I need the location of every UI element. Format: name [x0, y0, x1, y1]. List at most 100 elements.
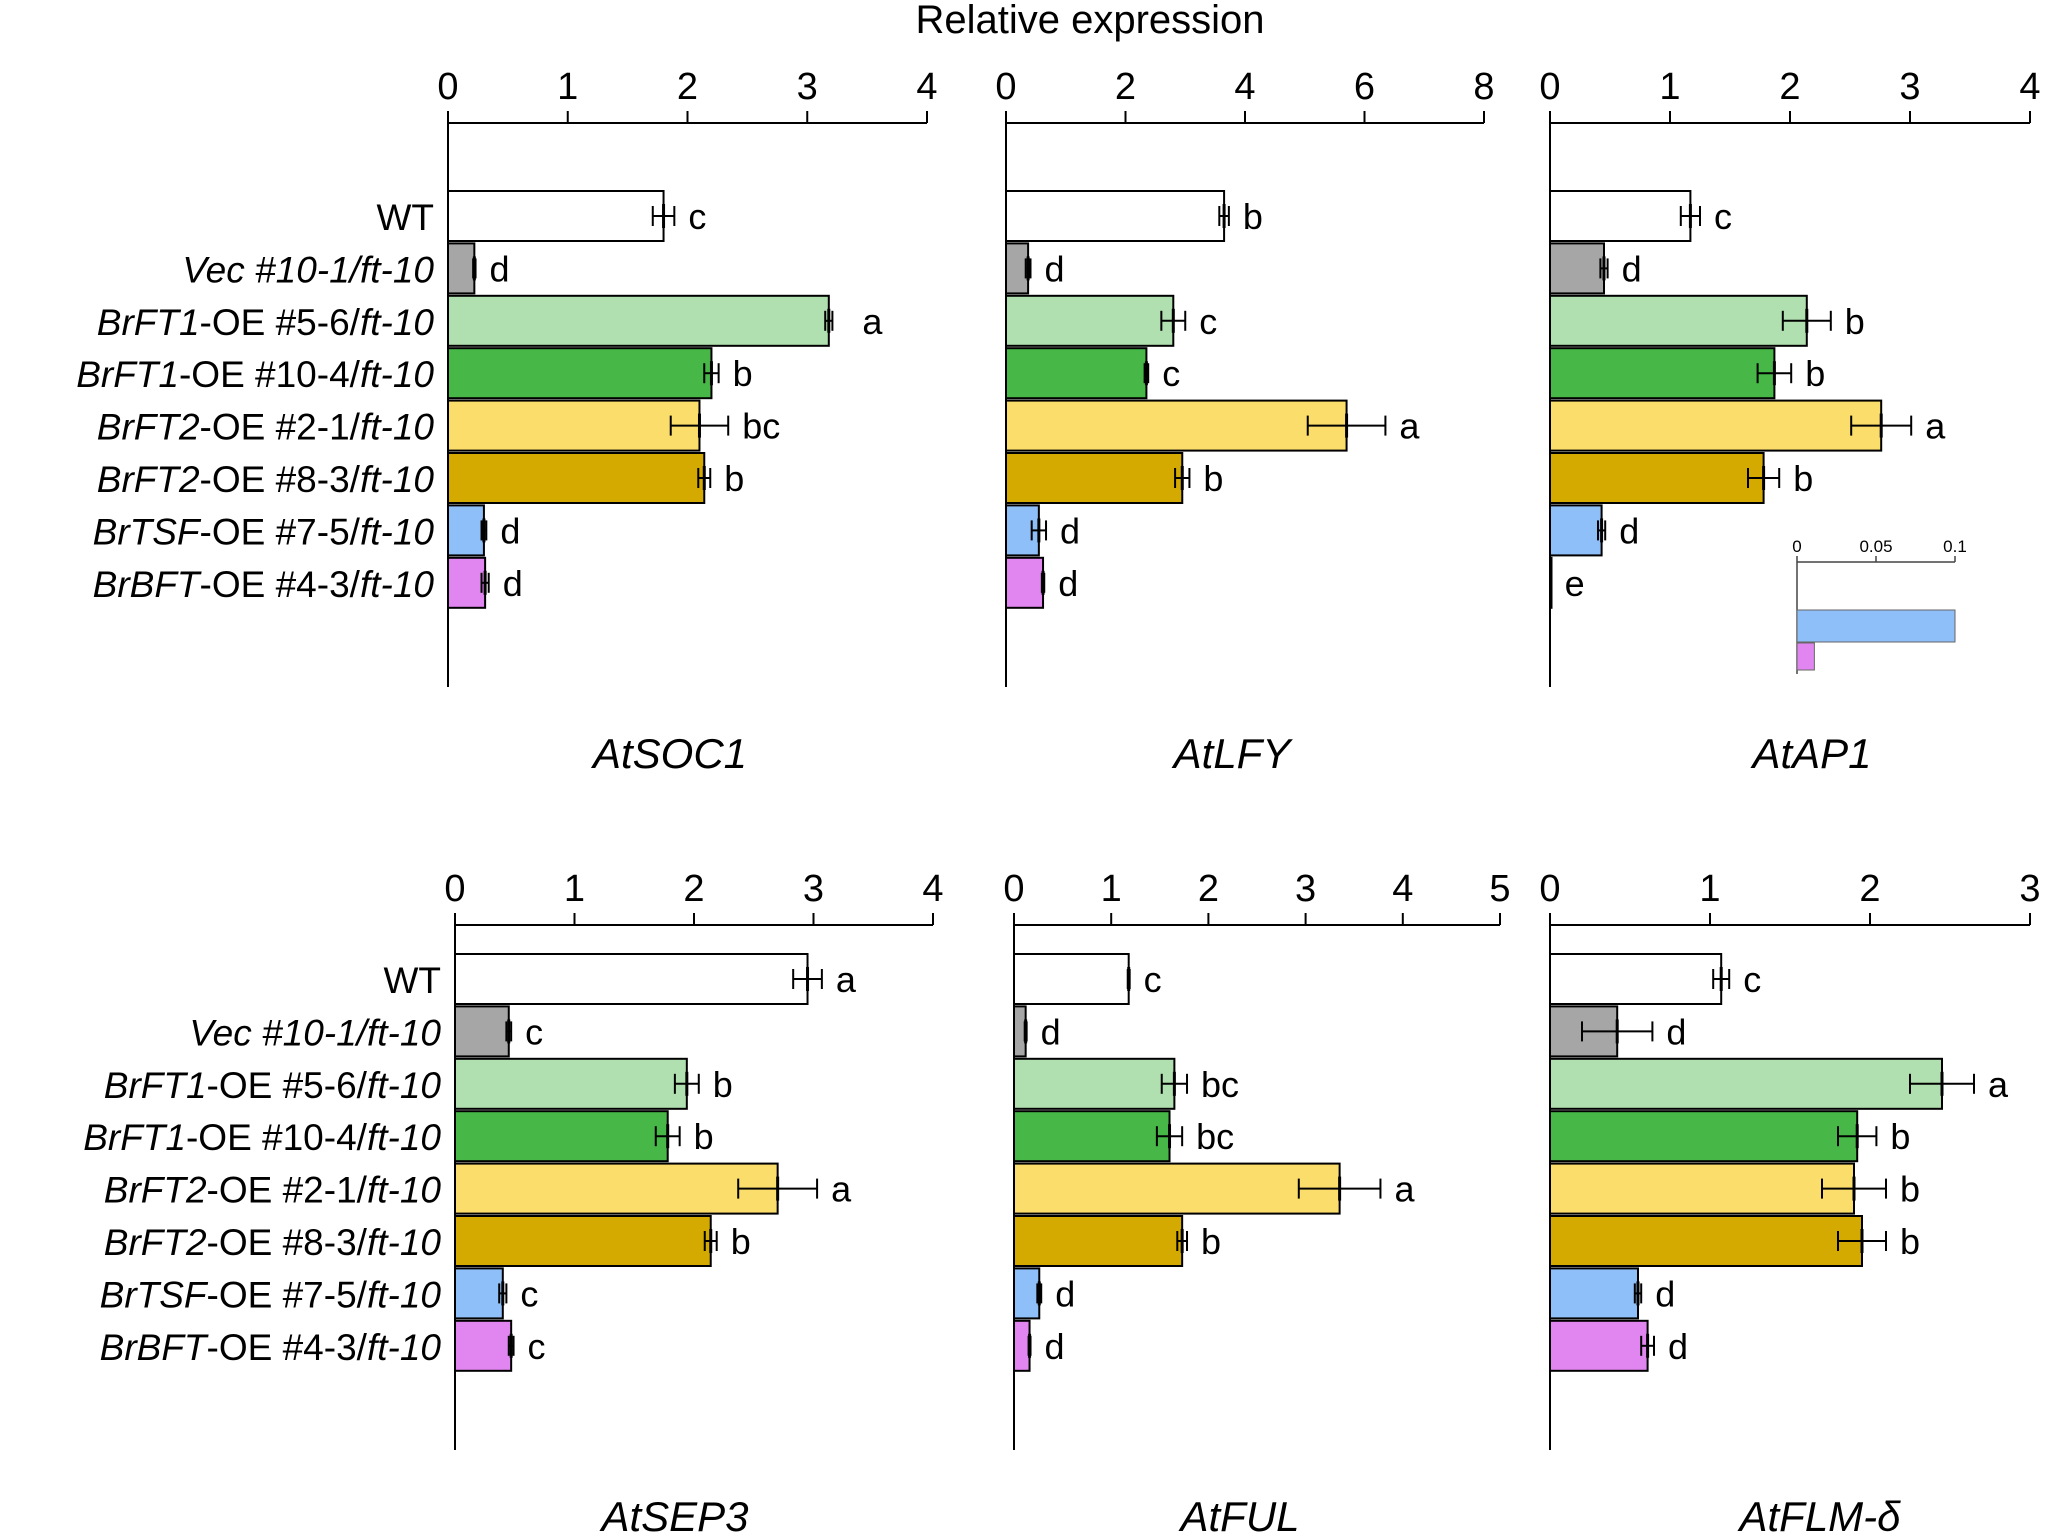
x-tick-label: 3 — [797, 66, 818, 108]
significance-letter: a — [1925, 406, 1946, 447]
significance-letter: d — [1666, 1011, 1686, 1052]
x-tick-label: 1 — [564, 868, 585, 910]
x-tick-label: 1 — [1699, 868, 1720, 910]
x-tick-label: 0 — [1539, 66, 1560, 108]
significance-letter: c — [688, 196, 706, 237]
x-tick-label: 4 — [1234, 66, 1255, 108]
bar — [1005, 294, 1175, 347]
significance-letter: d — [1044, 248, 1064, 289]
category-label: BrFT1-OE #10-4/ft-10 — [76, 354, 434, 395]
bar — [454, 953, 809, 1005]
bar — [1549, 399, 1883, 452]
bar — [1005, 347, 1148, 400]
x-tick-label: 0 — [995, 66, 1016, 108]
bar — [1005, 452, 1184, 504]
bar — [1549, 1215, 1863, 1267]
bar — [1013, 1162, 1341, 1215]
x-tick-label: 0 — [437, 66, 458, 108]
category-label: BrTSF-OE #7-5/ft-10 — [93, 511, 435, 552]
significance-letter: b — [731, 1221, 751, 1262]
bar — [1013, 1110, 1171, 1163]
significance-letter: d — [1619, 510, 1639, 551]
bar — [447, 190, 665, 242]
significance-letter: d — [1055, 1273, 1075, 1314]
category-label: BrFT2-OE #2-1/ft-10 — [104, 1170, 442, 1211]
significance-letter: e — [1565, 563, 1585, 604]
bar — [454, 1057, 688, 1110]
bar — [1549, 504, 1603, 557]
x-tick-label: 2 — [1115, 66, 1136, 108]
bar — [1013, 1267, 1041, 1320]
category-label: Vec #10-1/ft-10 — [182, 249, 434, 290]
significance-letter: a — [1988, 1064, 2009, 1105]
inset-tick-label: 0 — [1792, 537, 1801, 556]
significance-letter: a — [836, 959, 857, 1000]
x-tick-label: 2 — [1859, 868, 1880, 910]
bar — [1005, 399, 1348, 452]
significance-letter: c — [1743, 959, 1761, 1000]
x-tick-label: 2 — [1198, 868, 1219, 910]
panel-title: AtFUL — [1177, 1493, 1299, 1536]
category-label: BrBFT-OE #4-3/ft-10 — [93, 564, 435, 605]
significance-letter: b — [724, 458, 744, 499]
significance-letter: d — [1058, 563, 1078, 604]
x-tick-label: 4 — [922, 868, 943, 910]
bar — [1013, 953, 1130, 1005]
significance-letter: bc — [1196, 1116, 1234, 1157]
significance-letter: bc — [742, 406, 780, 447]
significance-letter: b — [1793, 458, 1813, 499]
bar — [1549, 294, 1808, 347]
bar — [1549, 953, 1723, 1005]
significance-letter: d — [1041, 1011, 1061, 1052]
bar — [454, 1162, 779, 1215]
significance-letter: c — [528, 1326, 546, 1367]
bar — [447, 242, 476, 295]
bar — [447, 452, 706, 504]
panel-title: AtSOC1 — [590, 730, 747, 777]
bar — [1549, 242, 1605, 295]
x-tick-label: 0 — [444, 868, 465, 910]
bar — [1005, 556, 1045, 609]
category-label: WT — [376, 197, 434, 238]
x-tick-label: 6 — [1354, 66, 1375, 108]
significance-letter: c — [520, 1273, 538, 1314]
significance-letter: d — [1045, 1326, 1065, 1367]
significance-letter: b — [1203, 458, 1223, 499]
bar — [1549, 190, 1692, 242]
bar — [454, 1005, 510, 1058]
x-tick-label: 2 — [677, 66, 698, 108]
x-tick-label: 3 — [803, 868, 824, 910]
x-tick-label: 0 — [1003, 868, 1024, 910]
x-tick-label: 1 — [557, 66, 578, 108]
inset-tick-label: 0.05 — [1859, 537, 1892, 556]
category-label: Vec #10-1/ft-10 — [189, 1012, 441, 1053]
significance-letter: a — [1399, 406, 1420, 447]
inset-chart: 0 0.05 0.1 — [1792, 537, 1967, 674]
significance-letter: b — [1900, 1221, 1920, 1262]
x-tick-label: 1 — [1101, 868, 1122, 910]
category-label: BrFT1-OE #5-6/ft-10 — [104, 1065, 442, 1106]
significance-letter: a — [1394, 1169, 1415, 1210]
significance-letter: c — [1199, 301, 1217, 342]
significance-letter: b — [713, 1064, 733, 1105]
category-label: BrFT1-OE #10-4/ft-10 — [83, 1117, 441, 1158]
significance-letter: d — [1668, 1326, 1688, 1367]
x-tick-label: 0 — [1539, 868, 1560, 910]
x-tick-label: 1 — [1659, 66, 1680, 108]
category-label: BrFT2-OE #8-3/ft-10 — [104, 1222, 442, 1263]
inset-bar — [1796, 642, 1815, 671]
bar — [454, 1215, 712, 1267]
inset-tick-label: 0.1 — [1943, 537, 1967, 556]
x-tick-label: 5 — [1489, 868, 1510, 910]
bar — [447, 294, 830, 347]
category-label: WT — [383, 960, 441, 1001]
x-tick-label: 2 — [683, 868, 704, 910]
x-tick-label: 8 — [1473, 66, 1494, 108]
bar — [1013, 1057, 1176, 1110]
x-tick-label: 4 — [916, 66, 937, 108]
panel-title: AtLFY — [1171, 730, 1294, 777]
significance-letter: c — [525, 1011, 543, 1052]
